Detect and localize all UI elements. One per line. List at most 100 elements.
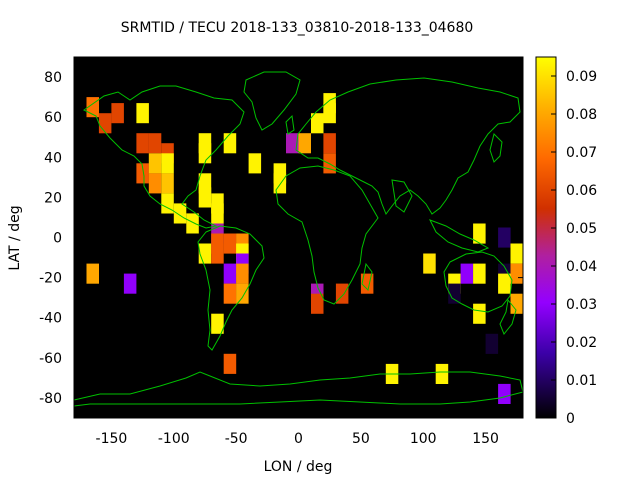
data-cell [173,203,187,224]
coastline-north-america [83,85,245,229]
colorbar-ticks: 0 0.01 0.02 0.03 0.04 0.05 0.06 0.07 0.08 0.09 [551,69,597,427]
coastline-eurasia [295,77,521,216]
data-cell [211,313,224,334]
data-cell [311,113,324,134]
data-cell [510,243,523,264]
colorbar-tick-label: 0.09 [566,69,597,85]
colorbar-tick-label: 0.01 [566,373,597,389]
data-cell [198,143,212,164]
data-cell [211,203,224,224]
data-cell [323,103,336,124]
data-cell [448,283,461,304]
data-cell [161,173,174,194]
coastline-africa [275,165,379,305]
coastline-greenland [243,71,301,131]
y-tick-label: 20 [44,190,62,206]
x-tick-label: 150 [472,431,499,447]
x-tick-label: -100 [158,431,190,447]
y-tick-label: -80 [39,391,62,407]
coastline-southeast-asia [428,219,490,253]
x-tick-label: 0 [294,431,303,447]
data-cell [186,213,199,234]
data-cell [136,133,149,154]
coastlines [73,71,524,407]
colorbar-tick-label: 0.02 [566,335,597,351]
data-cell [298,133,311,154]
data-cell [473,223,486,244]
data-cell [311,293,324,314]
data-cell [223,283,237,304]
data-cell [198,187,212,208]
y-axis: -80 -60 -40 -20 0 20 40 60 80 [39,70,523,407]
data-cell [136,103,149,124]
x-tick-label: 100 [410,431,437,447]
coastline-south-america [197,225,265,351]
data-cell [485,333,499,354]
data-cell [223,133,237,154]
colorbar [535,56,557,419]
x-axis: -150 -100 -50 0 50 100 150 [96,57,499,447]
data-cells [86,93,523,404]
colorbar-tick-label: 0.06 [566,183,597,199]
colorbar-tick-label: 0.05 [566,221,597,237]
coastline-australia [443,251,513,313]
y-tick-label: 60 [44,110,62,126]
data-cell [198,243,212,264]
data-cell [211,243,224,264]
data-cell [236,283,249,304]
colorbar-tick-label: 0 [566,411,575,427]
data-cell [223,233,237,254]
colorbar-tick-label: 0.07 [566,145,597,161]
chart-title: SRMTID / TECU 2018-133_03810-2018-133_04… [121,20,474,36]
x-axis-label: LON / deg [264,459,333,475]
y-tick-label: -60 [39,351,62,367]
colorbar-tick-label: 0.03 [566,297,597,313]
data-cell [86,263,99,284]
data-cell [236,263,249,284]
data-cell [498,273,511,294]
data-cell [286,133,299,154]
data-cell [123,273,137,294]
x-tick-label: -50 [225,431,248,447]
data-cell [423,253,436,274]
y-tick-label: 40 [44,150,62,166]
data-cell [360,273,374,294]
data-cell [223,263,237,284]
data-cell [136,163,149,184]
data-cell [460,263,474,284]
data-cell [473,263,486,284]
data-cell [111,103,124,124]
data-cell [161,193,174,214]
coastline-india [391,179,413,213]
data-cell [148,133,162,154]
data-cell [273,173,287,194]
colorbar-tick-label: 0.04 [566,259,597,275]
coastline-madagascar [361,262,373,291]
data-cell [148,153,162,174]
data-cell [498,383,511,404]
coastline-british-isles [285,114,295,135]
data-cell [148,173,162,194]
y-axis-label: LAT / deg [7,205,23,270]
data-cell [498,227,511,248]
colorbar-tick-label: 0.08 [566,107,597,123]
data-cell [248,153,262,174]
data-cell [98,113,112,134]
x-tick-label: 50 [352,431,370,447]
x-tick-label: -150 [96,431,128,447]
data-cell [473,303,486,324]
data-cell [223,353,237,374]
y-tick-label: 0 [53,231,62,247]
data-cell [161,153,174,174]
data-cell [510,293,523,314]
y-tick-label: -20 [39,271,62,287]
coastline-japan [489,133,503,163]
y-tick-label: -40 [39,311,62,327]
data-cell [435,363,449,384]
data-cell [510,263,523,284]
y-tick-label: 80 [44,70,62,86]
coastline-antarctica [73,371,524,407]
data-cell [323,133,336,154]
coastline-new-zealand [499,298,517,335]
